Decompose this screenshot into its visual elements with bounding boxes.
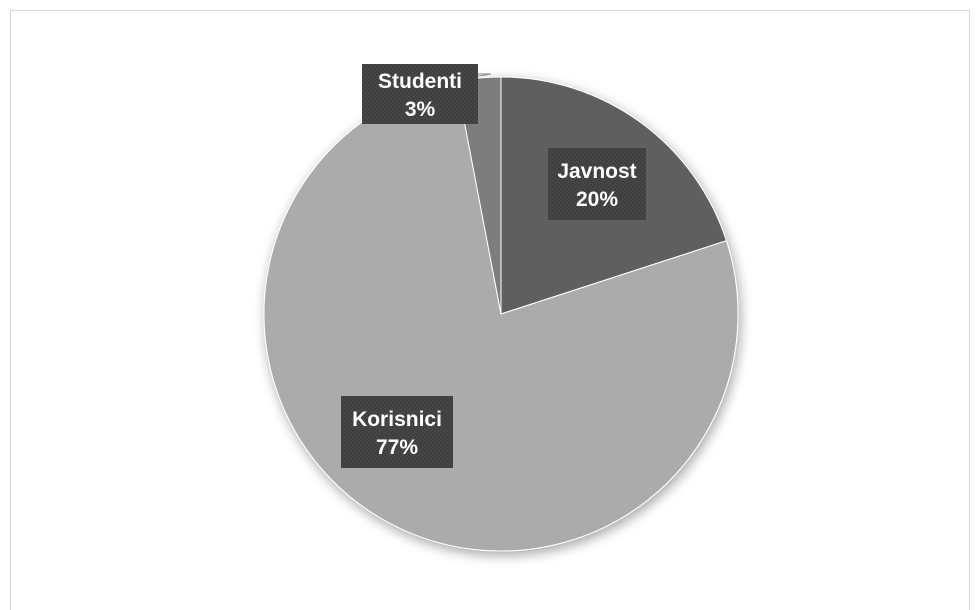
data-label-box-javnost bbox=[548, 148, 646, 220]
data-label-value-studenti: 3% bbox=[405, 98, 436, 121]
data-label-box-korisnici bbox=[341, 396, 453, 468]
data-label-value-korisnici: 77% bbox=[376, 436, 418, 459]
leader-line-studenti bbox=[478, 73, 492, 77]
data-label-name-korisnici: Korisnici bbox=[352, 408, 442, 431]
data-label-name-studenti: Studenti bbox=[378, 70, 462, 93]
data-label-box-studenti bbox=[362, 64, 478, 124]
data-label-value-javnost: 20% bbox=[576, 188, 618, 211]
data-label-name-javnost: Javnost bbox=[557, 160, 636, 183]
